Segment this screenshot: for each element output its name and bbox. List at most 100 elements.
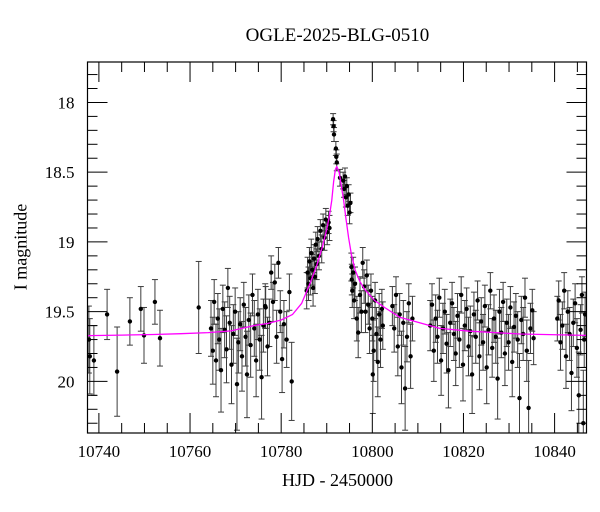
data-point (522, 295, 528, 300)
x-tick-label: 10780 (260, 442, 303, 461)
data-point (218, 368, 224, 373)
plot-frame (86, 61, 588, 434)
data-point (231, 331, 236, 337)
data-point (401, 320, 406, 325)
data-point (276, 260, 281, 265)
data-layer (87, 113, 587, 433)
data-point (455, 313, 460, 318)
data-point (453, 351, 458, 356)
data-point (341, 186, 347, 192)
data-point (91, 358, 97, 363)
data-point (464, 306, 469, 312)
x-tick-label: 10800 (351, 442, 394, 461)
data-point (327, 225, 332, 231)
data-point (497, 309, 502, 314)
data-point (475, 298, 480, 303)
data-point (491, 316, 497, 321)
y-tick-label: 19 (58, 233, 75, 252)
data-point (471, 312, 477, 317)
data-point (563, 354, 569, 359)
data-point (366, 302, 371, 307)
data-point (466, 344, 471, 349)
data-point (196, 305, 201, 310)
data-point (104, 312, 110, 317)
data-point (460, 362, 466, 367)
data-point (519, 317, 524, 323)
data-point (504, 320, 509, 325)
data-point (555, 316, 560, 321)
data-point (562, 288, 567, 293)
data-point (341, 178, 346, 183)
data-point (363, 309, 368, 314)
data-point (377, 312, 382, 317)
data-point (138, 306, 143, 312)
data-point (342, 174, 348, 179)
data-point (213, 358, 219, 363)
data-point (345, 203, 350, 208)
data-point (348, 200, 353, 206)
data-point (270, 299, 276, 305)
x-tick-label: 10840 (533, 442, 576, 461)
data-point (526, 405, 531, 411)
data-point (220, 306, 225, 312)
y-tick-label: 20 (58, 372, 75, 391)
data-point (343, 195, 349, 200)
data-point (215, 316, 220, 321)
data-point (378, 337, 383, 342)
data-point (510, 359, 515, 365)
data-point (309, 250, 314, 256)
data-point (515, 337, 520, 342)
data-point (368, 288, 374, 293)
data-point (511, 324, 517, 330)
data-point (333, 146, 339, 151)
data-point (248, 342, 253, 348)
data-point (438, 358, 444, 363)
data-point (208, 326, 214, 331)
data-point (255, 312, 261, 317)
data-point (433, 316, 438, 321)
data-point (408, 354, 413, 359)
data-point (272, 280, 277, 285)
data-point (246, 317, 251, 323)
data-point (488, 288, 493, 293)
data-point (347, 210, 352, 215)
data-point (402, 386, 408, 391)
data-point (462, 323, 467, 328)
x-tick-label: 10740 (78, 442, 121, 461)
data-point (225, 285, 231, 291)
data-point (141, 333, 147, 338)
data-point (252, 326, 257, 331)
data-point (274, 334, 279, 339)
data-point (331, 132, 337, 137)
data-point (350, 288, 355, 293)
data-point (367, 326, 372, 331)
data-point (513, 313, 519, 318)
data-point (279, 356, 285, 362)
data-point (480, 340, 486, 345)
data-point (406, 301, 411, 306)
data-point (243, 334, 248, 339)
data-point (263, 305, 268, 310)
x-tick-label: 10760 (169, 442, 212, 461)
data-point (305, 270, 310, 275)
data-point (449, 301, 455, 306)
data-point (278, 309, 283, 314)
data-point (379, 306, 385, 312)
data-point (493, 334, 498, 339)
data-point (352, 281, 358, 286)
data-point (429, 302, 435, 307)
data-point (351, 270, 356, 275)
data-point (323, 217, 328, 222)
data-point (473, 334, 478, 339)
data-point (393, 292, 399, 298)
data-point (312, 274, 318, 279)
data-point (334, 154, 339, 159)
x-axis-title: HJD - 2450000 (282, 470, 393, 490)
data-point (370, 316, 375, 321)
y-tick-label: 18.5 (45, 163, 75, 182)
data-point (395, 344, 400, 349)
data-point (558, 340, 563, 345)
data-point (582, 312, 587, 317)
data-point (114, 369, 120, 374)
data-point (574, 345, 580, 351)
